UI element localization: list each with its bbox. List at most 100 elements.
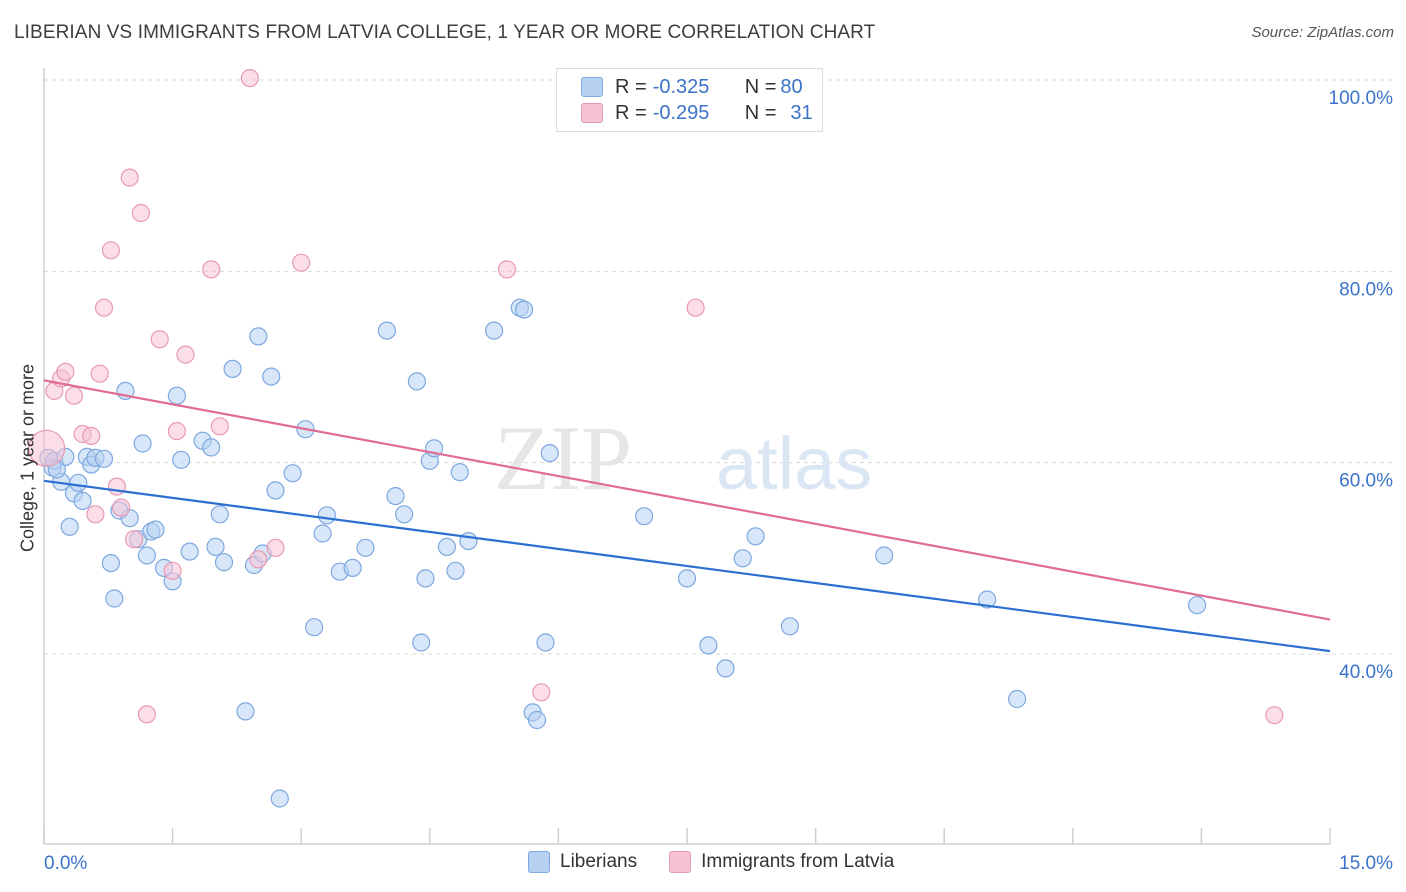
liberians-point [206, 537, 225, 557]
liberians-point [450, 463, 469, 482]
liberians-point [133, 434, 152, 453]
latvia-point [131, 203, 150, 223]
latvia-point [163, 561, 182, 580]
n-value: 31 [790, 101, 813, 124]
liberians-point [283, 464, 302, 483]
liberians-point [977, 590, 997, 609]
x-tick-label: 15.0% [1339, 853, 1393, 874]
latvia-swatch [669, 851, 692, 873]
latvia-point [56, 362, 75, 381]
watermark: ZIP atlas [494, 407, 872, 509]
latvia-point [64, 386, 84, 405]
liberians-point [875, 546, 894, 565]
liberians-point [236, 702, 255, 721]
latvia-point [202, 260, 221, 279]
liberians-point [1187, 596, 1207, 615]
latvia-point [292, 253, 311, 272]
r-label: R = [615, 75, 647, 98]
liberians-point [172, 450, 191, 469]
liberians-point [733, 549, 752, 568]
latvia-point [240, 68, 259, 88]
latvia-point [120, 168, 139, 187]
n-label: N = [744, 101, 777, 124]
latvia-point [532, 683, 551, 702]
liberians-trend-line [43, 479, 1331, 653]
gridlines [44, 79, 1392, 655]
liberians-point [377, 321, 396, 340]
y-tick-label: 80.0% [1339, 279, 1393, 300]
liberians-point [395, 505, 414, 524]
liberians-point [356, 538, 375, 557]
r-label: R = [615, 101, 647, 124]
liberians-point [446, 561, 465, 580]
data-points [27, 68, 1284, 808]
liberians-swatch [581, 77, 603, 97]
latvia-trend-line [43, 379, 1331, 621]
y-tick-label: 100.0% [1329, 88, 1394, 109]
liberians-point [416, 569, 435, 588]
liberians-point [1007, 689, 1027, 709]
latvia-point [86, 505, 105, 524]
tick-labels: 40.0% 60.0% 80.0% 100.0% 0.0% 15.0% [44, 88, 1393, 874]
latvia-point [124, 530, 144, 549]
stats-row-liberians: R = -0.325 N = 80 [581, 74, 803, 100]
source-credit: Source: ZipAtlas.com [1251, 24, 1394, 41]
x-tick-label: 0.0% [44, 853, 87, 874]
liberians-point [780, 617, 800, 636]
n-value: 80 [780, 75, 803, 98]
latvia-point [94, 298, 114, 317]
latvia-point [101, 241, 121, 260]
legend-label-latvia: Immigrants from Latvia [701, 851, 895, 872]
legend-item-liberians: Liberians [528, 851, 637, 873]
n-label: N = [744, 75, 777, 98]
liberians-point [716, 659, 735, 678]
chart-title: LIBERIAN VS IMMIGRANTS FROM LATVIA COLLE… [14, 22, 876, 43]
liberians-point [94, 449, 114, 468]
liberians-point [527, 710, 547, 730]
liberians-point [746, 527, 765, 546]
latvia-point [497, 260, 517, 279]
liberians-point [69, 473, 88, 492]
liberians-point [249, 327, 268, 346]
liberians-point [305, 618, 324, 637]
liberians-point [412, 633, 431, 652]
latvia-point [137, 705, 156, 724]
legend-item-latvia: Immigrants from Latvia [669, 851, 894, 873]
latvia-point [107, 477, 127, 496]
latvia-point [90, 364, 109, 383]
liberians-point [262, 367, 281, 386]
y-axis-label: College, 1 year or more [17, 363, 38, 553]
latvia-point [210, 417, 229, 436]
liberians-point [699, 636, 718, 655]
liberians-point [677, 569, 697, 588]
liberians-point [317, 506, 336, 525]
liberians-point [485, 321, 504, 340]
liberians-swatch [528, 851, 550, 873]
latvia-point [27, 429, 66, 467]
latvia-point [266, 538, 285, 557]
legend-label-liberians: Liberians [560, 851, 638, 872]
latvia-point [249, 550, 268, 569]
liberians-point [536, 633, 555, 652]
axes [43, 68, 1331, 845]
stats-row-latvia: R = -0.295 N = 31 [581, 100, 813, 126]
liberians-point [386, 487, 405, 506]
stats-legend: R = -0.325 N = 80 R = -0.295 N = 31 [556, 68, 823, 132]
latvia-point [686, 298, 705, 317]
latvia-point [167, 422, 186, 441]
watermark-atlas: atlas [716, 422, 872, 505]
liberians-point [270, 789, 289, 808]
liberians-point [137, 546, 156, 565]
liberians-point [437, 537, 456, 557]
latvia-swatch [581, 103, 603, 123]
liberians-point [167, 386, 186, 405]
liberians-point [343, 558, 362, 578]
r-value: -0.325 [652, 75, 710, 98]
liberians-point [180, 542, 199, 561]
liberians-point [223, 359, 242, 378]
liberians-point [214, 553, 234, 572]
series-legend: Liberians Immigrants from Latvia [528, 851, 926, 873]
liberians-point [202, 438, 221, 457]
latvia-point [82, 426, 101, 445]
